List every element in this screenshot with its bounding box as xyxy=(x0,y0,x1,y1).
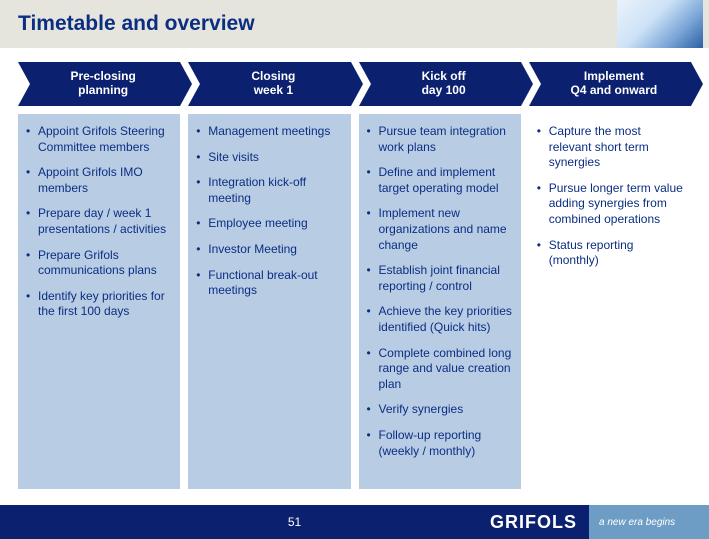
list-item: Pursue team integration work plans xyxy=(365,124,513,155)
bullet-list: Appoint Grifols Steering Committee membe… xyxy=(24,124,172,320)
list-item: Establish joint financial reporting / co… xyxy=(365,263,513,294)
phase-arrow: Implement Q4 and onward xyxy=(529,62,691,106)
tagline-text: a new era begins xyxy=(599,517,675,528)
arrow-line1: Implement xyxy=(584,70,644,84)
list-item: Verify synergies xyxy=(365,402,513,418)
list-item: Complete combined long range and value c… xyxy=(365,346,513,393)
bullet-list: Capture the most relevant short term syn… xyxy=(535,124,683,269)
corner-image xyxy=(617,0,703,48)
list-item: Capture the most relevant short term syn… xyxy=(535,124,683,171)
slide: Timetable and overview Pre-closing plann… xyxy=(0,0,709,539)
phase-arrow: Closing week 1 xyxy=(188,62,350,106)
list-item: Management meetings xyxy=(194,124,342,140)
title-bar: Timetable and overview xyxy=(0,0,709,48)
list-item: Appoint Grifols IMO members xyxy=(24,165,172,196)
list-item: Prepare day / week 1 presentations / act… xyxy=(24,206,172,237)
list-item: Integration kick-off meeting xyxy=(194,175,342,206)
list-item: Define and implement target operating mo… xyxy=(365,165,513,196)
footer-main: 51 GRIFOLS xyxy=(0,505,589,539)
content-row: Pre-closing planning Appoint Grifols Ste… xyxy=(18,62,691,489)
column-preclosing: Pre-closing planning Appoint Grifols Ste… xyxy=(18,62,180,489)
phase-arrow: Kick off day 100 xyxy=(359,62,521,106)
footer-tagline: a new era begins xyxy=(589,505,709,539)
arrow-line2: Q4 and onward xyxy=(571,84,658,98)
phase-box: Capture the most relevant short term syn… xyxy=(529,114,691,489)
phase-arrow: Pre-closing planning xyxy=(18,62,180,106)
page-title: Timetable and overview xyxy=(18,12,255,36)
arrow-line1: Pre-closing xyxy=(70,70,135,84)
footer: 51 GRIFOLS a new era begins xyxy=(0,505,709,539)
phase-box: Appoint Grifols Steering Committee membe… xyxy=(18,114,180,489)
brand-logo: GRIFOLS xyxy=(490,512,577,533)
phase-box: Pursue team integration work plans Defin… xyxy=(359,114,521,489)
arrow-line1: Kick off xyxy=(422,70,466,84)
list-item: Achieve the key priorities identified (Q… xyxy=(365,304,513,335)
phase-box: Management meetings Site visits Integrat… xyxy=(188,114,350,489)
column-implement: Implement Q4 and onward Capture the most… xyxy=(529,62,691,489)
column-closing: Closing week 1 Management meetings Site … xyxy=(188,62,350,489)
column-kickoff: Kick off day 100 Pursue team integration… xyxy=(359,62,521,489)
bullet-list: Pursue team integration work plans Defin… xyxy=(365,124,513,459)
list-item: Prepare Grifols communications plans xyxy=(24,248,172,279)
list-item: Employee meeting xyxy=(194,216,342,232)
arrow-line2: planning xyxy=(78,84,128,98)
arrow-line1: Closing xyxy=(251,70,295,84)
list-item: Implement new organizations and name cha… xyxy=(365,206,513,253)
arrow-line2: day 100 xyxy=(422,84,466,98)
bullet-list: Management meetings Site visits Integrat… xyxy=(194,124,342,299)
arrow-line2: week 1 xyxy=(254,84,293,98)
page-number: 51 xyxy=(288,515,301,529)
list-item: Functional break-out meetings xyxy=(194,268,342,299)
list-item: Pursue longer term value adding synergie… xyxy=(535,181,683,228)
list-item: Investor Meeting xyxy=(194,242,342,258)
list-item: Status reporting (monthly) xyxy=(535,238,683,269)
list-item: Follow-up reporting (weekly / monthly) xyxy=(365,428,513,459)
list-item: Appoint Grifols Steering Committee membe… xyxy=(24,124,172,155)
list-item: Site visits xyxy=(194,150,342,166)
list-item: Identify key priorities for the first 10… xyxy=(24,289,172,320)
